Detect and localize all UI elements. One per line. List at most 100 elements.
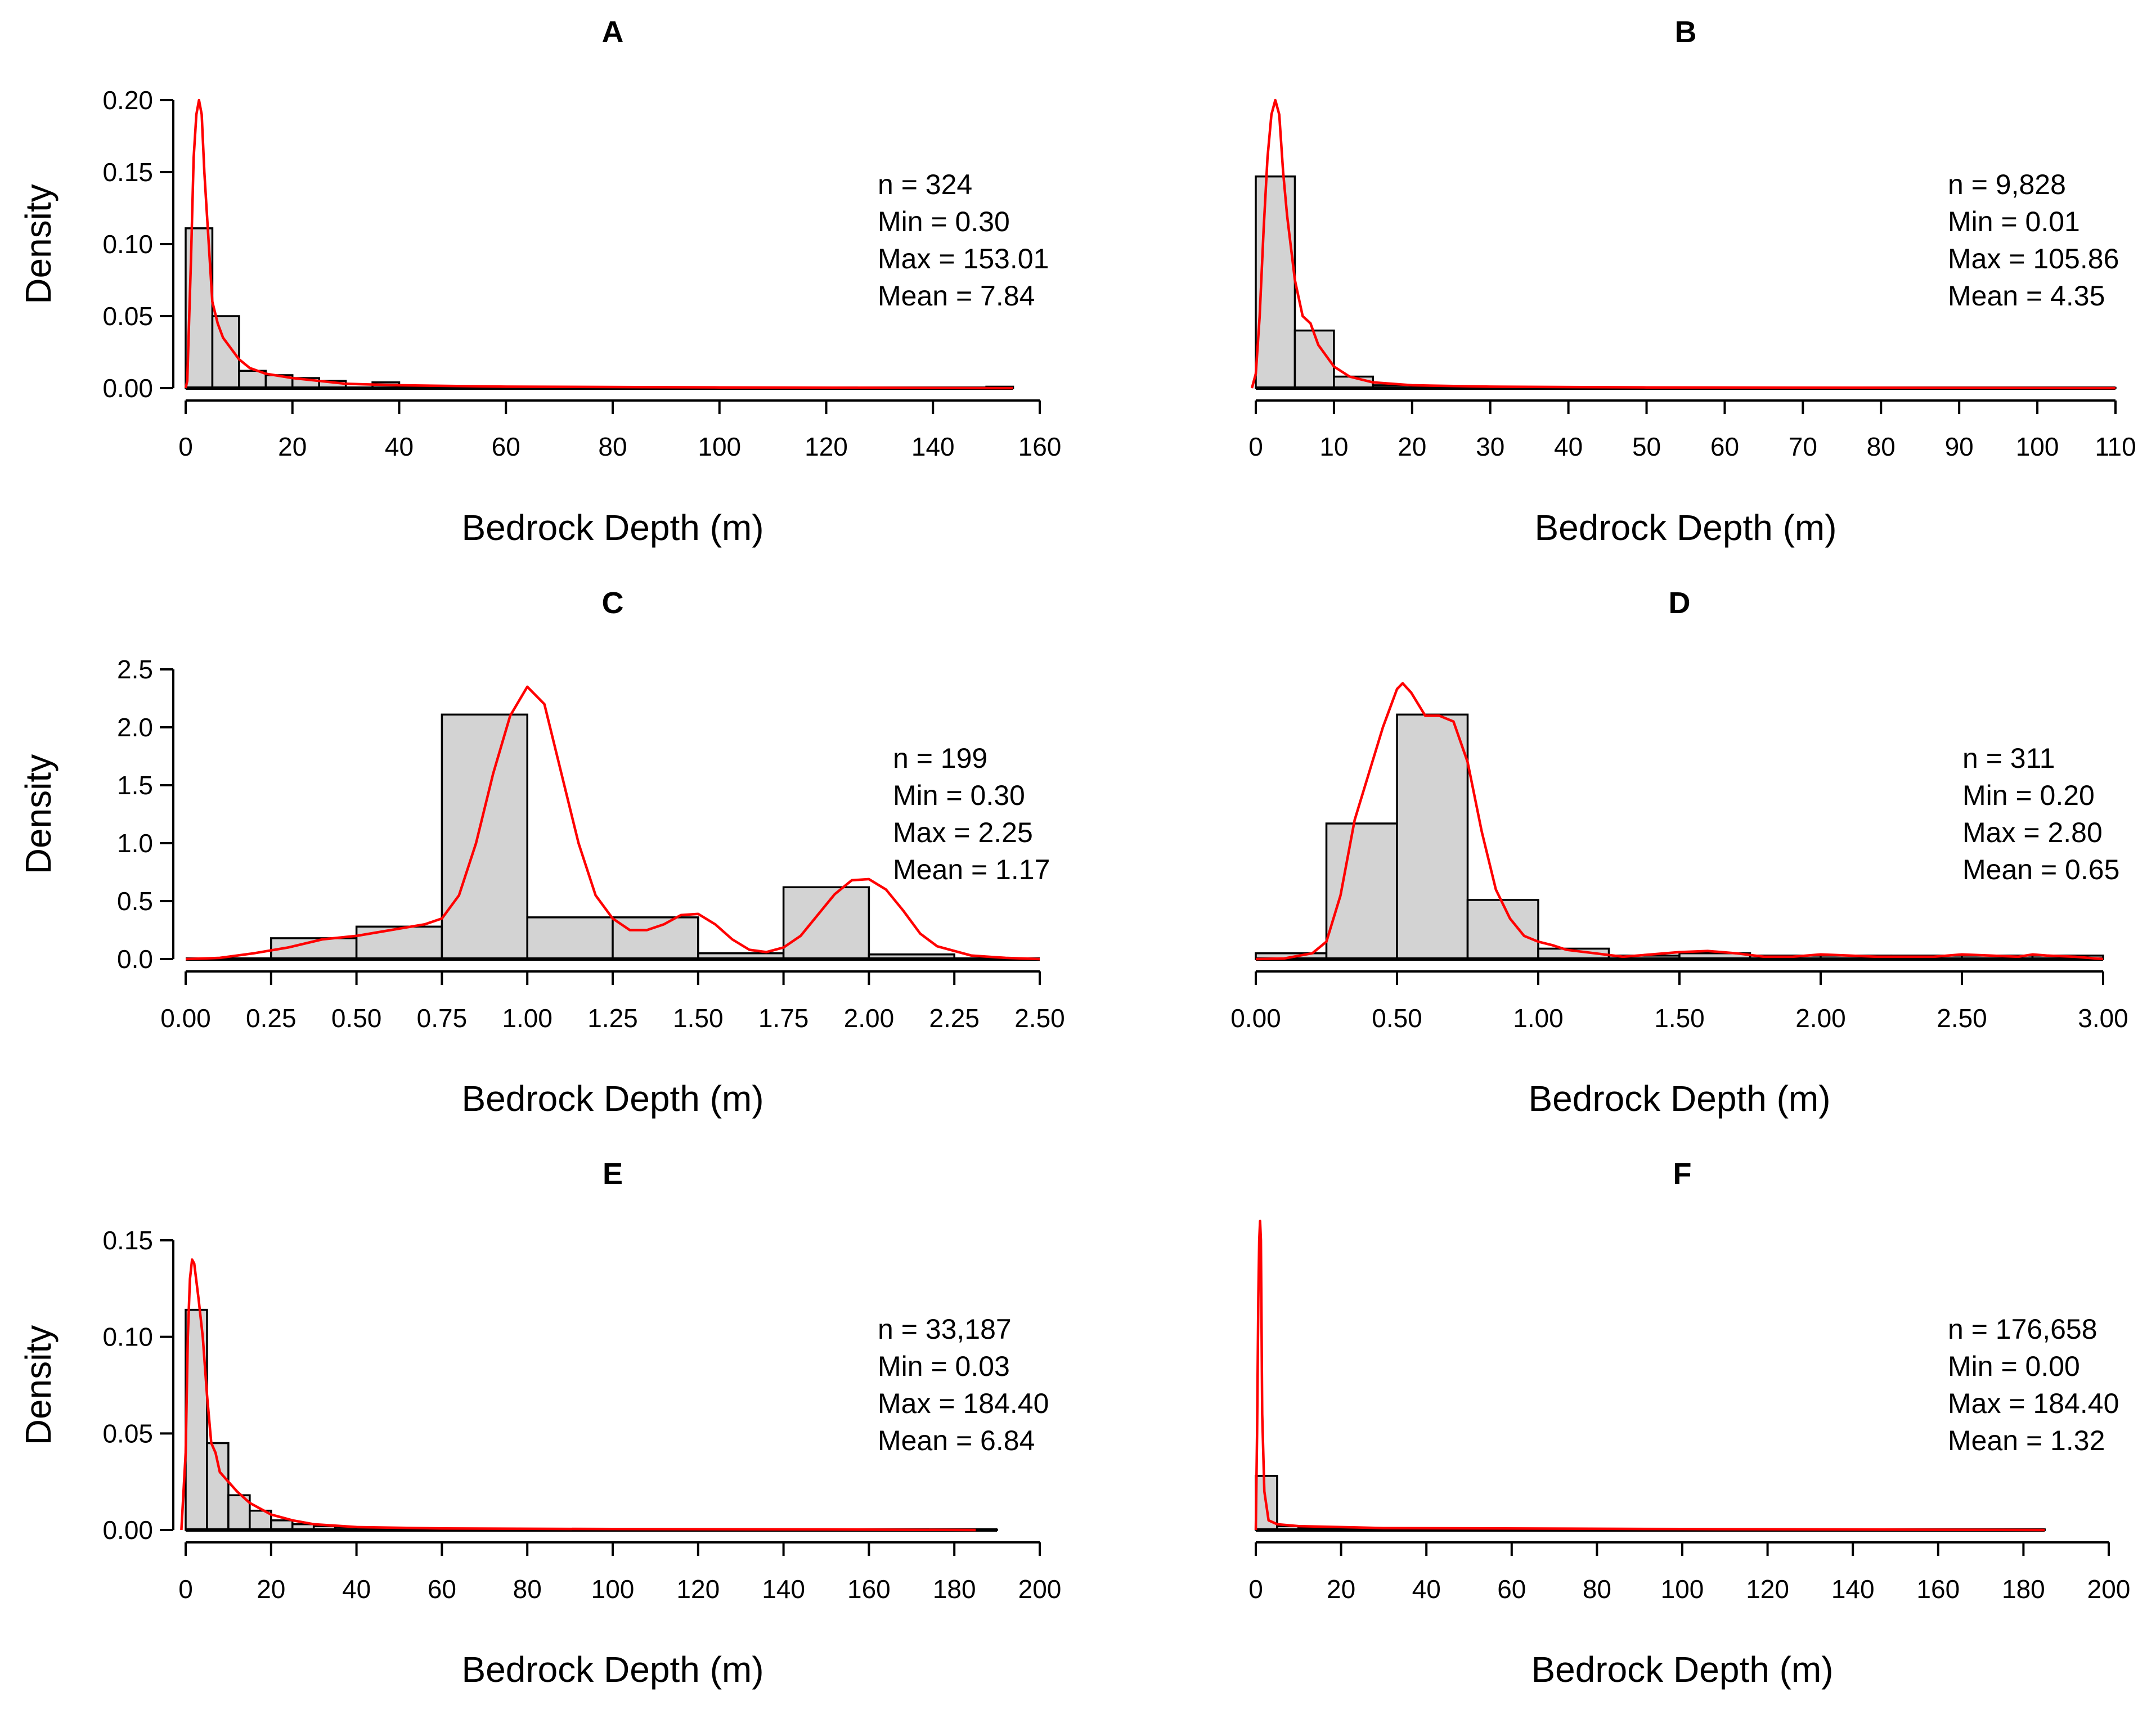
y-tick-label: 0.00 <box>102 1515 153 1545</box>
stats-line: Mean = 1.32 <box>1948 1425 2105 1456</box>
x-tick-label: 120 <box>1746 1574 1789 1604</box>
x-tick-label: 140 <box>1831 1574 1875 1604</box>
x-tick-label: 160 <box>1018 432 1062 461</box>
stats-line: Max = 105.86 <box>1948 243 2119 274</box>
histogram-bar <box>1325 822 1398 960</box>
y-tick-label: 0.5 <box>117 886 153 916</box>
stats-line: Max = 2.25 <box>893 817 1033 848</box>
x-tick-label: 180 <box>2002 1574 2045 1604</box>
x-tick-label: 1.00 <box>1513 1004 1564 1033</box>
x-tick-label: 2.50 <box>1014 1004 1065 1033</box>
y-tick-label: 1.5 <box>117 771 153 800</box>
x-tick-label: 1.50 <box>1654 1004 1705 1033</box>
x-tick-label: 30 <box>1476 432 1504 461</box>
x-axis-label: Bedrock Depth (m) <box>461 1078 763 1119</box>
x-tick-label: 40 <box>1412 1574 1441 1604</box>
y-axis-label: Density <box>18 754 59 874</box>
stats-line: Max = 2.80 <box>1962 817 2103 848</box>
stats-line: Min = 0.01 <box>1948 206 2080 237</box>
x-tick-label: 40 <box>385 432 414 461</box>
panel-e: E 0 20 40 60 80 100 120 140 160 180 200 Bedrock Dept… <box>18 1157 1061 1690</box>
panel-d: D 0.00 0.50 1.00 1.50 2.00 2.50 3.00 Bedrock Dep… <box>1230 586 2128 1119</box>
y-tick-label: 0.20 <box>102 86 153 115</box>
y-tick-label: 2.0 <box>117 713 153 742</box>
histogram-bar <box>782 886 870 960</box>
stats-line: n = 176,658 <box>1948 1313 2097 1345</box>
x-tick-label: 100 <box>1661 1574 1704 1604</box>
panel-title: C <box>602 586 624 620</box>
panel-c: C 0.00 0.25 0.50 0.75 1.00 1.25 1.50 1.75 2.00 2.2… <box>18 586 1065 1119</box>
y-tick-label: 0.05 <box>102 302 153 331</box>
density-curve <box>185 685 1040 961</box>
panel-a: A 0 20 40 60 80 100 120 140 160 Bedrock Depth (m) 0… <box>18 15 1061 548</box>
x-tick-label: 2.00 <box>844 1004 895 1033</box>
x-tick-label: 60 <box>428 1574 456 1604</box>
histogram-bar <box>355 925 443 960</box>
x-tick-label: 200 <box>2087 1574 2131 1604</box>
x-tick-label: 0 <box>178 432 193 461</box>
panel-title: D <box>1669 586 1691 620</box>
x-tick-label: 20 <box>257 1574 285 1604</box>
x-tick-label: 1.25 <box>587 1004 638 1033</box>
x-tick-label: 100 <box>591 1574 635 1604</box>
x-tick-label: 0 <box>1248 1574 1263 1604</box>
x-tick-label: 10 <box>1319 432 1348 461</box>
stats-line: n = 324 <box>878 169 972 200</box>
x-tick-label: 160 <box>1916 1574 1960 1604</box>
x-tick-label: 140 <box>911 432 955 461</box>
stats-line: Mean = 6.84 <box>878 1425 1035 1456</box>
stats-line: Min = 0.30 <box>878 206 1010 237</box>
histogram-bar <box>206 1442 230 1531</box>
x-tick-label: 0.00 <box>1230 1004 1281 1033</box>
x-tick-label: 1.75 <box>758 1004 809 1033</box>
x-axis-label: Bedrock Depth (m) <box>1534 507 1836 548</box>
stats-line: Mean = 1.17 <box>893 854 1050 885</box>
x-tick-label: 20 <box>1398 432 1426 461</box>
x-tick-label: 200 <box>1018 1574 1062 1604</box>
y-tick-label: 0.00 <box>102 374 153 403</box>
x-tick-label: 60 <box>492 432 520 461</box>
panel-title: E <box>603 1157 623 1191</box>
density-curve <box>1250 98 2116 390</box>
x-tick-label: 3.00 <box>2078 1004 2128 1033</box>
x-tick-label: 0.50 <box>331 1004 382 1033</box>
histogram-bar <box>1466 899 1539 960</box>
x-tick-label: 160 <box>847 1574 891 1604</box>
x-tick-label: 1.00 <box>502 1004 553 1033</box>
stats-line: Max = 184.40 <box>878 1388 1049 1419</box>
x-tick-label: 140 <box>762 1574 805 1604</box>
x-tick-label: 90 <box>1945 432 1974 461</box>
x-tick-label: 70 <box>1789 432 1817 461</box>
x-tick-label: 120 <box>805 432 848 461</box>
y-tick-label: 0.0 <box>117 944 153 974</box>
x-tick-label: 60 <box>1710 432 1739 461</box>
stats-line: Max = 153.01 <box>878 243 1049 274</box>
x-tick-label: 0 <box>178 1574 193 1604</box>
x-tick-label: 0 <box>1248 432 1263 461</box>
density-curve <box>1254 1220 2045 1532</box>
x-tick-label: 2.50 <box>1937 1004 1987 1033</box>
stats-line: n = 9,828 <box>1948 169 2066 200</box>
x-tick-label: 0.75 <box>417 1004 468 1033</box>
histogram-bar <box>441 713 528 960</box>
histogram-bar <box>612 916 699 960</box>
x-tick-label: 60 <box>1497 1574 1526 1604</box>
density-curve <box>184 98 1013 390</box>
stats-line: n = 33,187 <box>878 1313 1012 1345</box>
y-tick-label: 0.10 <box>102 230 153 259</box>
x-tick-label: 120 <box>676 1574 720 1604</box>
x-tick-label: 50 <box>1632 432 1661 461</box>
y-tick-label: 0.05 <box>102 1419 153 1448</box>
density-curve <box>1255 682 2104 961</box>
x-tick-label: 0.50 <box>1372 1004 1422 1033</box>
x-tick-label: 40 <box>342 1574 371 1604</box>
x-tick-label: 80 <box>1583 1574 1611 1604</box>
panel-b: B 0 10 20 30 40 50 60 70 80 90 100 110 Bedrock Depth … <box>1248 15 2136 548</box>
x-axis-label: Bedrock Depth (m) <box>1528 1078 1830 1119</box>
x-tick-label: 110 <box>2095 432 2136 461</box>
stats-line: Mean = 7.84 <box>878 280 1035 312</box>
x-tick-label: 1.50 <box>673 1004 724 1033</box>
stats-line: Min = 0.03 <box>878 1351 1010 1382</box>
stats-line: Min = 0.20 <box>1962 780 2095 811</box>
